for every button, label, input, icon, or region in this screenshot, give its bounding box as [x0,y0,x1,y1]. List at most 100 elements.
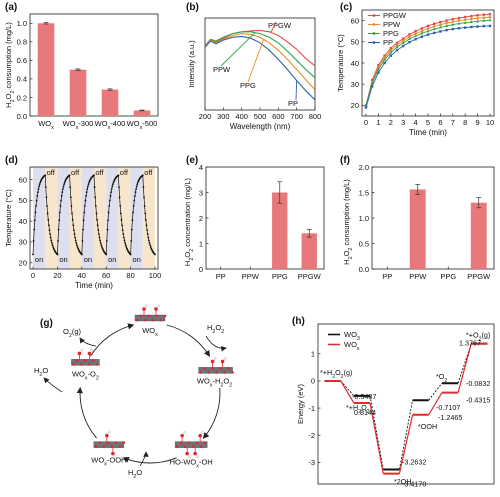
oxygen-atom [118,445,122,448]
data-point [130,240,133,242]
series-group [205,29,315,101]
y-tick-label: -1 [308,404,315,413]
data-point [482,24,485,28]
y-tick-label: 0.6 [17,56,27,65]
x-tick-label: 20 [53,271,61,280]
data-point [144,212,147,215]
data-point [122,236,125,239]
data-point [63,183,66,186]
data-point [371,78,374,82]
data-point [488,24,492,28]
oxygen-atom [185,451,189,456]
data-point [48,229,51,231]
data-point [74,239,77,242]
oxygen-atom [151,318,155,322]
oxygen-atom [110,445,114,448]
data-point [123,239,126,242]
y-tick-label: 3 [199,188,203,197]
data-point [364,106,368,109]
data-point [120,218,123,221]
y-tick-label: 40 [351,59,359,68]
data-point [105,240,108,242]
data-point [44,174,47,177]
oxygen-atom [94,445,98,448]
x-tick-label: 9 [476,118,480,127]
data-point [445,19,448,22]
adsorbate [210,357,217,368]
adsorbate [77,349,84,360]
label-leader [270,21,277,33]
data-point [457,27,461,30]
adsorbate [185,447,191,458]
oxygen-atom [203,367,206,370]
off-label: off [95,168,104,177]
x-tick-label: PPG [440,272,456,281]
hydrogen-atom [80,349,84,352]
energy-connector [398,400,414,470]
data-point [401,41,405,44]
molecule-label-h2o2: H2O2 [207,323,224,335]
data-point [154,253,156,256]
panel-g: (g) WOx WOx-H2O2 HO-WOx-OH WOx-OOH WOx-O2 H2O2… [34,304,234,480]
x-axis-label: Time (min) [75,281,113,290]
product-arrow [139,451,149,467]
off-band [69,167,82,269]
y-tick-label: 1 [199,239,203,248]
data-point [32,240,35,242]
oxygen-atom [72,363,75,366]
x-tick-label: 400 [235,112,248,121]
oxygen-atom [163,314,167,318]
data-point [488,15,492,19]
on-label: on [84,255,92,264]
hydrogen-atom [108,431,111,434]
oxygen-atom [143,318,147,322]
data-point [49,233,51,235]
y-tick-label: 0.5 [359,239,369,248]
panel-label: (f) [340,155,350,166]
data-point [130,228,133,231]
value-label: -0.0832 [466,379,490,388]
oxygen-atom [122,441,126,444]
data-point [469,20,473,23]
data-point [143,205,146,207]
state-wox-h2o2-structure [198,367,234,374]
legend-label: PP [383,38,393,47]
data-point [122,233,125,235]
hydrogen-atom [196,455,199,458]
data-point [433,31,436,35]
x-tick-label: PPG [272,272,288,281]
data-point [488,18,492,22]
data-point [97,233,100,235]
oxygen-atom [154,307,158,311]
series-label: PPW [213,65,231,74]
data-point [56,253,59,256]
y-tick-label: 50 [19,196,27,205]
data-point [371,85,374,88]
molecule-label-h2o: H2O [34,366,48,378]
legend-marker [372,14,376,17]
bar [37,23,55,116]
data-point [148,239,150,242]
series-line-PP [205,35,315,101]
y-axis-label: Energy (eV) [296,383,305,424]
data-point [146,229,148,231]
data-point [33,228,36,231]
data-point [133,199,136,202]
off-label: off [144,168,153,177]
data-point [414,34,418,38]
y-tick-label: 4 [199,163,203,172]
data-point [129,253,132,256]
data-point [39,181,42,184]
off-band [142,167,155,269]
bar [101,89,119,116]
x-tick-label: 4 [414,118,418,127]
value-label: -3.4170 [402,480,426,489]
hydrogen-atom [201,431,204,434]
adsorbate [220,357,227,368]
value-label: -3.2632 [402,457,426,466]
oxygen-atom [111,451,115,456]
data-point [414,30,417,33]
data-point [439,20,442,24]
y-axis-label: H2O2 consumption (mg/L) [4,22,16,108]
data-point [125,246,128,248]
